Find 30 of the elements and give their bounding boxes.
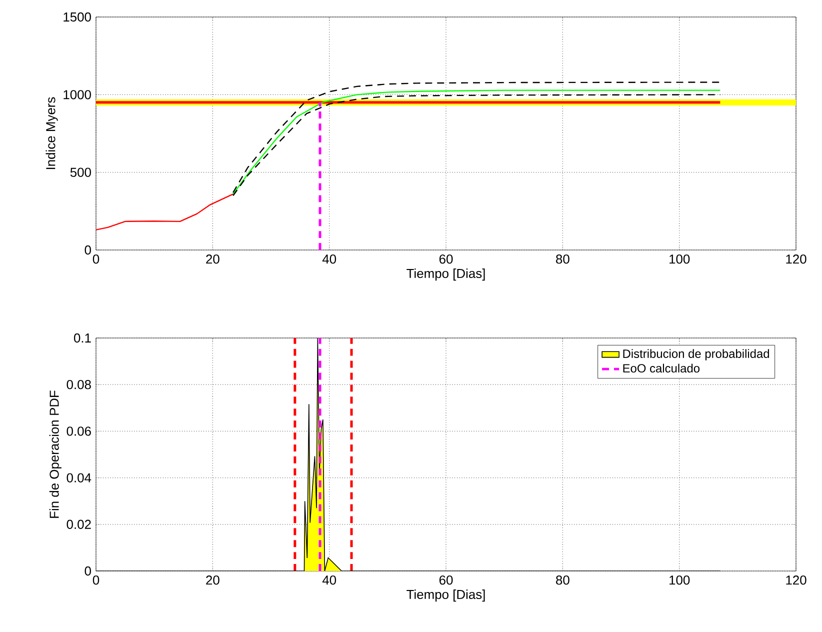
x-axis-title: Tiempo [Dias]: [406, 268, 485, 281]
y-axis-title: Fin de Operacion PDF: [49, 390, 62, 518]
x-tick-label: 120: [786, 576, 806, 585]
legend-label: EoO calculado: [623, 364, 700, 373]
x-tick-label: 80: [556, 254, 570, 264]
y-tick-label: 0: [84, 566, 91, 576]
x-tick-label: 60: [439, 254, 453, 264]
x-tick-label: 0: [92, 254, 100, 264]
x-tick-label: 100: [670, 254, 690, 264]
y-tick-label: 0.06: [66, 426, 91, 436]
x-tick-label: 40: [322, 576, 336, 585]
y-tick-label: 1500: [64, 12, 91, 22]
legend-label: Distribucion de probabilidad: [623, 349, 770, 360]
y-tick-label: 0.08: [66, 380, 91, 390]
x-tick-label: 80: [556, 576, 570, 585]
y-tick-label: 0: [84, 245, 91, 255]
x-axis-title: Tiempo [Dias]: [406, 590, 485, 602]
x-tick-label: 60: [439, 576, 453, 585]
y-tick-label: 500: [70, 168, 91, 177]
y-tick-label: 0.02: [66, 520, 91, 529]
x-tick-label: 20: [206, 576, 220, 585]
x-tick-label: 100: [670, 576, 690, 585]
x-tick-label: 0: [92, 576, 100, 585]
x-tick-label: 40: [322, 254, 336, 264]
y-axis-title: Indice Myers: [46, 97, 58, 169]
y-tick-label: 0.1: [74, 333, 91, 343]
x-tick-label: 120: [786, 254, 806, 264]
y-tick-label: 0.04: [66, 473, 92, 482]
y-tick-label: 1000: [64, 90, 91, 100]
x-tick-label: 20: [206, 254, 220, 264]
